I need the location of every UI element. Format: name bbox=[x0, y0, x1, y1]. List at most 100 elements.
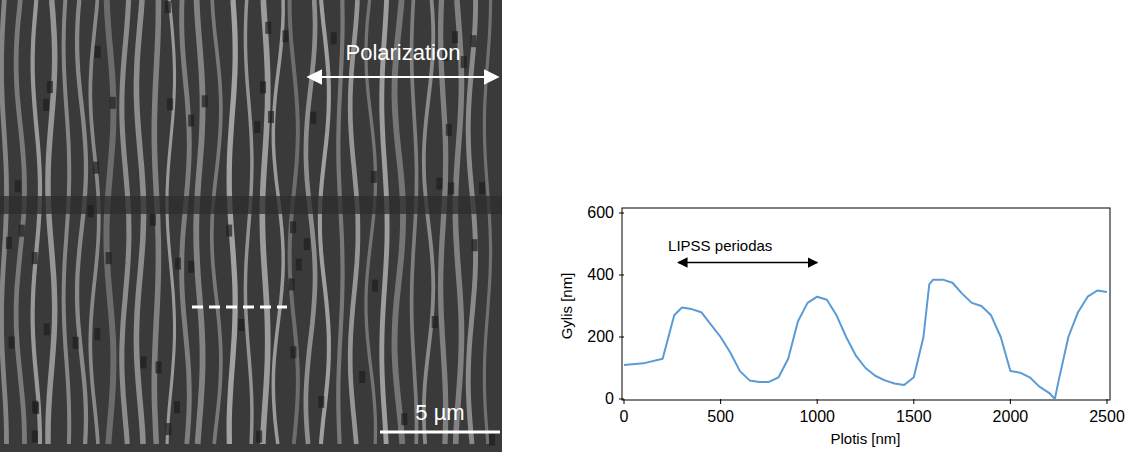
sem-spot bbox=[432, 316, 438, 328]
x-axis-title: Plotis [nm] bbox=[830, 430, 900, 447]
y-tick-label: 400 bbox=[587, 266, 614, 283]
sem-ridge bbox=[182, 0, 190, 444]
sem-ridge bbox=[366, 0, 376, 444]
sem-ridge bbox=[196, 0, 202, 444]
sem-spot bbox=[106, 252, 112, 264]
sem-spot bbox=[260, 81, 266, 93]
sem-spot bbox=[110, 97, 116, 109]
x-tick-label: 1000 bbox=[799, 408, 835, 425]
sem-ridge bbox=[64, 0, 70, 444]
sem-spot bbox=[93, 162, 99, 174]
line-series bbox=[624, 280, 1107, 399]
sem-spot bbox=[479, 182, 485, 194]
sem-spot bbox=[188, 261, 194, 273]
sem-spot bbox=[73, 337, 79, 349]
x-tick-label: 0 bbox=[620, 408, 629, 425]
sem-ridge bbox=[107, 0, 114, 444]
sem-ridge bbox=[424, 0, 434, 444]
sem-ridge bbox=[290, 0, 298, 444]
sem-ridge bbox=[484, 0, 490, 444]
x-tick bbox=[817, 399, 818, 404]
sem-spot bbox=[238, 319, 244, 331]
sem-spot bbox=[167, 98, 173, 110]
annotation-label: LIPSS periodas bbox=[668, 237, 772, 254]
y-tick bbox=[619, 275, 624, 276]
sem-spot bbox=[461, 56, 467, 68]
sem-spot bbox=[331, 32, 337, 44]
sem-spot bbox=[359, 371, 365, 383]
sem-ridge bbox=[382, 0, 387, 444]
sem-spot bbox=[265, 22, 271, 34]
sem-ridge bbox=[229, 0, 235, 444]
plot-area bbox=[624, 280, 1107, 399]
x-tick-label: 500 bbox=[707, 408, 734, 425]
y-tick bbox=[619, 337, 624, 338]
period-arrow bbox=[678, 262, 817, 264]
sem-spot bbox=[448, 182, 454, 194]
sem-ridge bbox=[350, 0, 358, 444]
sem-ridge bbox=[320, 0, 329, 444]
x-tick-label: 2500 bbox=[1089, 408, 1125, 425]
sem-ridge bbox=[338, 0, 342, 444]
sem-ridge bbox=[306, 0, 315, 444]
sem-spot bbox=[289, 278, 295, 290]
sem-spot bbox=[9, 337, 15, 349]
page: Polarization5 µm020040060005001000150020… bbox=[0, 0, 1140, 452]
sem-spot bbox=[489, 434, 495, 446]
y-axis-title: Gylis [nm] bbox=[558, 273, 575, 340]
sem-spot bbox=[156, 361, 162, 373]
sem-spot bbox=[290, 346, 296, 358]
sem-ridge bbox=[245, 0, 252, 444]
sem-spot bbox=[371, 171, 377, 183]
sem-spot bbox=[32, 431, 38, 443]
sem-ridge bbox=[212, 0, 221, 444]
sem-spot bbox=[372, 280, 378, 292]
x-tick bbox=[1107, 399, 1108, 404]
profile-line bbox=[192, 306, 287, 309]
sem-ridge bbox=[167, 0, 175, 444]
sem-ridge bbox=[412, 0, 417, 444]
polarization-arrow bbox=[308, 76, 498, 78]
scale-bar bbox=[380, 431, 500, 434]
y-tick-label: 0 bbox=[605, 390, 614, 407]
sem-spot bbox=[95, 46, 101, 58]
sem-ridge bbox=[262, 0, 267, 444]
y-tick-label: 200 bbox=[587, 328, 614, 345]
sem-spot bbox=[188, 115, 194, 127]
y-tick bbox=[619, 213, 624, 214]
sem-spot bbox=[174, 401, 180, 413]
x-tick bbox=[720, 399, 721, 404]
sem-ridge bbox=[122, 0, 129, 444]
sem-spot bbox=[165, 1, 171, 13]
sem-spot bbox=[226, 225, 232, 237]
sem-spot bbox=[175, 258, 181, 270]
sem-ridge bbox=[33, 0, 40, 444]
sem-ridge bbox=[455, 0, 461, 444]
scale-bar-label: 5 µm bbox=[415, 400, 464, 425]
sem-spot bbox=[202, 95, 208, 107]
sem-ridge bbox=[136, 0, 143, 444]
sem-spot bbox=[268, 111, 274, 123]
sem-spot bbox=[256, 431, 262, 443]
sem-image bbox=[0, 0, 502, 452]
sem-ridge bbox=[48, 0, 55, 444]
sem-ridge bbox=[2, 0, 7, 444]
sem-ridge bbox=[273, 0, 283, 444]
sem-background bbox=[0, 0, 502, 452]
sem-spot bbox=[436, 178, 442, 190]
sem-spot bbox=[471, 35, 477, 47]
sem-spot bbox=[15, 180, 21, 192]
sem-spot bbox=[94, 328, 100, 340]
sem-spot bbox=[254, 121, 260, 133]
sem-ridge bbox=[16, 0, 24, 444]
plot-frame bbox=[622, 208, 1110, 400]
sem-spot bbox=[47, 81, 53, 93]
sem-ridge bbox=[395, 0, 404, 444]
x-tick bbox=[624, 399, 625, 404]
sem-spot bbox=[19, 225, 25, 237]
sem-spot bbox=[310, 112, 316, 124]
x-tick bbox=[1010, 399, 1011, 404]
sem-spot bbox=[318, 396, 324, 408]
sem-ridge bbox=[77, 0, 86, 444]
sem-band bbox=[0, 196, 502, 214]
